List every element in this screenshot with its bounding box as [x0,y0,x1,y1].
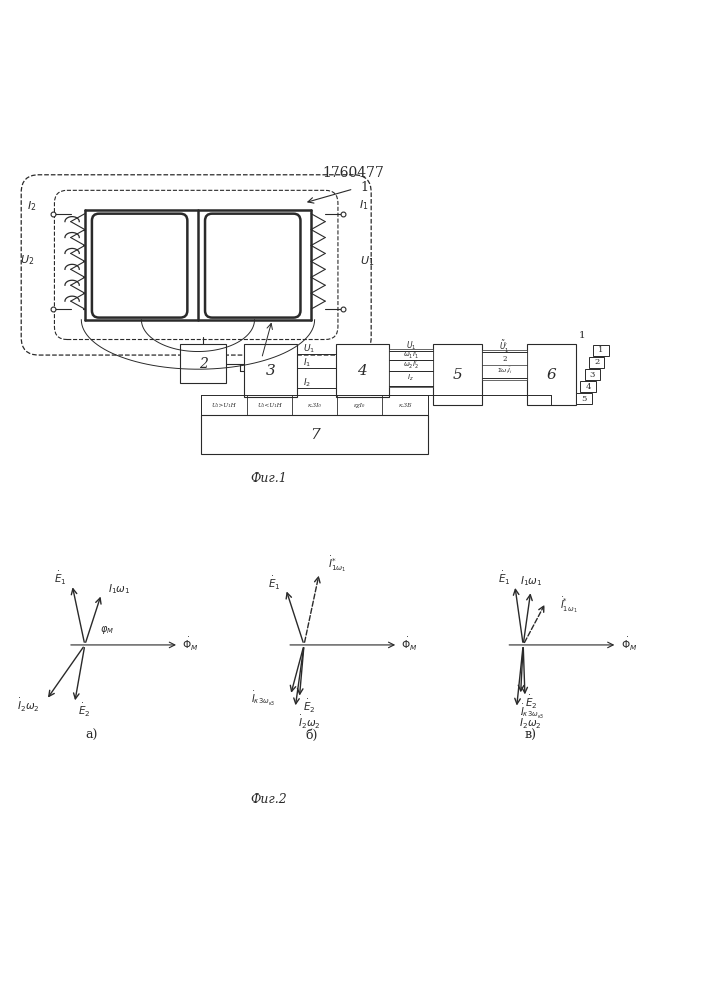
Text: $\dot{\Phi}_M$: $\dot{\Phi}_M$ [621,636,637,653]
Text: 6: 6 [547,368,556,382]
Text: 1: 1 [598,346,604,354]
FancyBboxPatch shape [92,214,187,318]
Text: $\dot{E}_2$: $\dot{E}_2$ [303,698,315,715]
Text: 5: 5 [452,368,462,382]
Text: $U_1$: $U_1$ [361,254,375,268]
Text: $\dot{E}_1$: $\dot{E}_1$ [498,570,510,587]
Text: 5: 5 [581,395,587,403]
Text: $I_2$: $I_2$ [303,376,310,389]
Text: к.3I₀: к.3I₀ [308,403,322,408]
Text: $\tilde{U}_1^{\prime}$: $\tilde{U}_1^{\prime}$ [499,339,510,355]
Text: $\dot{I}_{1\omega_1}^{*}$: $\dot{I}_{1\omega_1}^{*}$ [560,595,578,615]
Text: $I_1$: $I_1$ [303,356,311,369]
Bar [576,393,592,404]
Bar [201,415,428,454]
FancyBboxPatch shape [21,175,371,355]
Text: U₁>U₁H: U₁>U₁H [211,403,237,408]
Bar [580,381,596,392]
Bar [527,344,576,405]
Bar [589,357,604,368]
Text: 3: 3 [590,371,595,379]
Text: $\omega_2 I_2^{\prime}$: $\omega_2 I_2^{\prime}$ [403,360,419,372]
Text: 1760477: 1760477 [322,166,385,180]
Text: к.3Б: к.3Б [398,403,412,408]
Text: 3: 3 [266,364,275,378]
Text: 2: 2 [502,355,507,363]
Text: $I_2$: $I_2$ [27,200,37,213]
Text: Фиг.2: Фиг.2 [250,793,287,806]
Text: $I_z$: $I_z$ [407,373,414,383]
Text: $\dot{I}_{2}\omega_2$: $\dot{I}_{2}\omega_2$ [298,714,320,731]
Text: Фиг.1: Фиг.1 [250,472,287,485]
Text: $\varphi_M$: $\varphi_M$ [100,624,115,636]
Text: 1: 1 [360,181,368,194]
Text: $I_1$: $I_1$ [359,198,369,212]
Bar [593,345,609,356]
Text: $\dot{E}_2$: $\dot{E}_2$ [78,702,90,719]
Text: $\dot{I}_{\kappa3\omega_{\kappa3}}$: $\dot{I}_{\kappa3\omega_{\kappa3}}$ [252,690,276,708]
Text: $U_2$: $U_2$ [20,253,34,267]
Text: $I_1\omega_1$: $I_1\omega_1$ [107,583,131,596]
Text: $\dot{E}_2$: $\dot{E}_2$ [525,694,537,711]
Text: $\dot{I}_{1\omega_1}^{*}$: $\dot{I}_{1\omega_1}^{*}$ [328,554,346,574]
Text: в): в) [525,729,536,742]
Bar [585,369,600,380]
Text: $U_1$: $U_1$ [303,342,315,355]
Text: 2: 2 [199,357,208,371]
Bar [482,350,527,380]
Text: $\omega_1 I_1^{\prime}$: $\omega_1 I_1^{\prime}$ [403,350,419,362]
Text: $\dot{E}_1$: $\dot{E}_1$ [268,575,281,592]
Text: εχI₀: εχI₀ [354,403,366,408]
Text: 2: 2 [594,358,600,366]
FancyBboxPatch shape [205,214,300,318]
Text: 4: 4 [585,383,591,391]
Bar [389,349,433,387]
Text: 4: 4 [358,364,367,378]
Text: $I_1\omega_1$: $I_1\omega_1$ [520,574,542,588]
Text: $\dot{I}_2\omega_2$: $\dot{I}_2\omega_2$ [18,697,40,714]
Bar [433,344,482,405]
Text: 1: 1 [578,331,585,340]
Bar [244,344,297,397]
Bar [180,344,226,383]
Text: a): a) [86,729,98,742]
Text: $U_1$: $U_1$ [406,340,416,352]
Text: $\dot{\Phi}_M$: $\dot{\Phi}_M$ [402,636,418,653]
Text: $\dot{E}_1$: $\dot{E}_1$ [54,570,67,587]
FancyBboxPatch shape [54,190,338,340]
Text: б): б) [305,729,317,742]
Text: $\Sigma\omega_i\tilde{I}_i$: $\Sigma\omega_i\tilde{I}_i$ [496,366,513,376]
Text: $\dot{\Phi}_M$: $\dot{\Phi}_M$ [182,636,199,653]
Bar [336,344,389,397]
Text: 7: 7 [310,428,320,442]
Text: U₁<U₁H: U₁<U₁H [257,403,282,408]
Text: $\dot{I}_{2}\omega_2$: $\dot{I}_{2}\omega_2$ [520,714,542,731]
Text: $\dot{I}_{\kappa3\omega_{\kappa3}}$: $\dot{I}_{\kappa3\omega_{\kappa3}}$ [520,702,544,721]
